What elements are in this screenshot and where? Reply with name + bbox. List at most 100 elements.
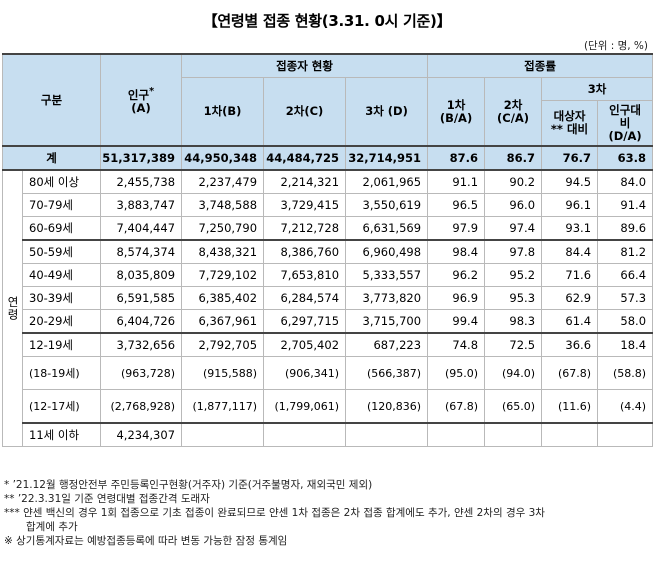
row-rate3-target: 36.6 — [541, 332, 599, 357]
row-dose3: 2,061,965 — [345, 169, 429, 194]
header-rate3: 3차 — [541, 77, 654, 101]
row-dose3: 6,960,498 — [345, 239, 429, 264]
header-dose1: 1차(B) — [181, 77, 265, 147]
row-age: 11세 이하 — [21, 422, 102, 447]
subrow-dose1: (915,588) — [181, 356, 265, 390]
subrow-rate2: (94.0) — [484, 356, 543, 390]
row-rate2: 96.0 — [484, 193, 543, 217]
row-age: 60-69세 — [21, 216, 102, 241]
subrow-age: (18-19세) — [21, 356, 102, 390]
row-dose2: 6,284,574 — [263, 286, 347, 310]
row-rate1: 91.1 — [427, 169, 486, 194]
header-rate2: 2차 (C/A) — [484, 77, 543, 147]
subrow-rate3-pop: (4.4) — [597, 389, 654, 424]
row-dose1: 6,367,961 — [181, 309, 265, 334]
row-age: 70-79세 — [21, 193, 102, 217]
table-row: 연령 80세 이상 2,455,738 2,237,479 2,214,321 … — [2, 169, 654, 447]
total-population: 51,317,389 — [100, 145, 183, 171]
row-population: 8,035,809 — [100, 263, 183, 287]
row-rate1: 99.4 — [427, 309, 486, 334]
table-row: 50-59세 8,574,374 8,438,321 8,386,760 6,9… — [3, 239, 654, 264]
row-dose3: 687,223 — [345, 332, 429, 357]
row-rate3-pop: 57.3 — [597, 286, 654, 310]
subrow-population: (2,768,928) — [100, 389, 183, 424]
row-dose3: 5,333,557 — [345, 263, 429, 287]
row-age: 12-19세 — [21, 332, 102, 357]
row-population: 2,455,738 — [100, 169, 183, 194]
header-rate2-a: 2차 — [503, 97, 523, 112]
row-age: 30-39세 — [21, 286, 102, 310]
total-dose2: 44,484,725 — [263, 145, 347, 171]
empty-cell — [484, 422, 543, 447]
row-rate3-target: 94.5 — [541, 169, 599, 194]
header-category: 구분 — [1, 53, 102, 147]
row-population: 8,574,374 — [100, 239, 183, 264]
row-age: 20-29세 — [21, 309, 102, 334]
row-dose1: 6,385,402 — [181, 286, 265, 310]
footnote: 합계에 추가 — [26, 521, 78, 533]
row-dose3: 3,550,619 — [345, 193, 429, 217]
header-dose3: 3차 (D) — [345, 77, 429, 147]
subrow-population: (963,728) — [100, 356, 183, 390]
row-rate2: 90.2 — [484, 169, 543, 194]
row-population: 6,591,585 — [100, 286, 183, 310]
footnote: ※ 상기통계자료는 예방접종등록에 따라 변동 가능한 잠정 통계임 — [4, 535, 288, 547]
header-rate2-b: (C/A) — [497, 110, 530, 125]
row-rate2: 98.3 — [484, 309, 543, 334]
subrow-age: (12-17세) — [21, 389, 102, 424]
footnote: * ’21.12월 행정안전부 주민등록인구현황(거주자) 기준(거주불명자, … — [4, 479, 373, 491]
total-rate3-target: 76.7 — [541, 145, 599, 171]
table-subrow: (12-17세) (2,768,928) (1,877,117) (1,799,… — [3, 389, 654, 424]
row-dose3: 3,715,700 — [345, 309, 429, 334]
row-dose2: 2,214,321 — [263, 169, 347, 194]
table-row: 30-39세 6,591,585 6,385,402 6,284,574 3,7… — [3, 286, 654, 310]
total-dose3: 32,714,951 — [345, 145, 429, 171]
row-dose1: 8,438,321 — [181, 239, 265, 264]
row-age: 40-49세 — [21, 263, 102, 287]
row-population: 7,404,447 — [100, 216, 183, 241]
footnote: *** 얀센 백신의 경우 1회 접종으로 기초 접종이 완료되므로 얀센 1차… — [4, 507, 545, 519]
subrow-rate3-target: (11.6) — [541, 389, 599, 424]
row-rate3-pop: 81.2 — [597, 239, 654, 264]
header-population-sub: (A) — [131, 100, 151, 115]
subrow-dose3: (566,387) — [345, 356, 429, 390]
total-rate3-pop: 63.8 — [597, 145, 654, 171]
row-dose2: 8,386,760 — [263, 239, 347, 264]
row-rate3-pop: 18.4 — [597, 332, 654, 357]
row-rate2: 97.8 — [484, 239, 543, 264]
row-dose3: 6,631,569 — [345, 216, 429, 241]
header-rate1-a: 1차 — [446, 97, 466, 112]
table-row: 40-49세 8,035,809 7,729,102 7,653,810 5,3… — [3, 263, 654, 287]
header-rate3-target-a: 대상자 — [553, 109, 586, 123]
row-rate1: 96.5 — [427, 193, 486, 217]
header-rate-group: 접종률 — [427, 53, 654, 78]
row-rate2: 97.4 — [484, 216, 543, 241]
row-dose3: 3,773,820 — [345, 286, 429, 310]
row-population: 6,404,726 — [100, 309, 183, 334]
row-rate1: 98.4 — [427, 239, 486, 264]
header-rate1-b: (B/A) — [439, 110, 473, 125]
subrow-rate3-pop: (58.8) — [597, 356, 654, 390]
header-population-label: 인구 — [127, 87, 150, 102]
table-row: 11세 이하 4,234,307 — [3, 422, 654, 447]
row-dose1: 2,792,705 — [181, 332, 265, 357]
total-rate2: 86.7 — [484, 145, 543, 171]
subrow-dose2: (906,341) — [263, 356, 347, 390]
row-dose2: 7,653,810 — [263, 263, 347, 287]
table-row: 70-79세 3,883,747 3,748,588 3,729,415 3,5… — [3, 193, 654, 217]
row-rate3-target: 84.4 — [541, 239, 599, 264]
row-age: 50-59세 — [21, 239, 102, 264]
unit-label: (단위 : 명, %) — [583, 40, 648, 52]
age-group-label: 연령 — [2, 169, 23, 447]
row-rate3-pop: 84.0 — [597, 169, 654, 194]
row-rate3-target: 96.1 — [541, 193, 599, 217]
row-dose2: 3,729,415 — [263, 193, 347, 217]
subrow-rate2: (65.0) — [484, 389, 543, 424]
header-population: 인구* (A) — [100, 53, 183, 147]
table-row: 12-19세 3,732,656 2,792,705 2,705,402 687… — [3, 332, 654, 357]
header-population-mark: * — [149, 86, 155, 98]
row-rate1: 96.2 — [427, 263, 486, 287]
row-dose1: 2,237,479 — [181, 169, 265, 194]
row-population: 4,234,307 — [100, 422, 183, 447]
subrow-rate1: (67.8) — [427, 389, 486, 424]
